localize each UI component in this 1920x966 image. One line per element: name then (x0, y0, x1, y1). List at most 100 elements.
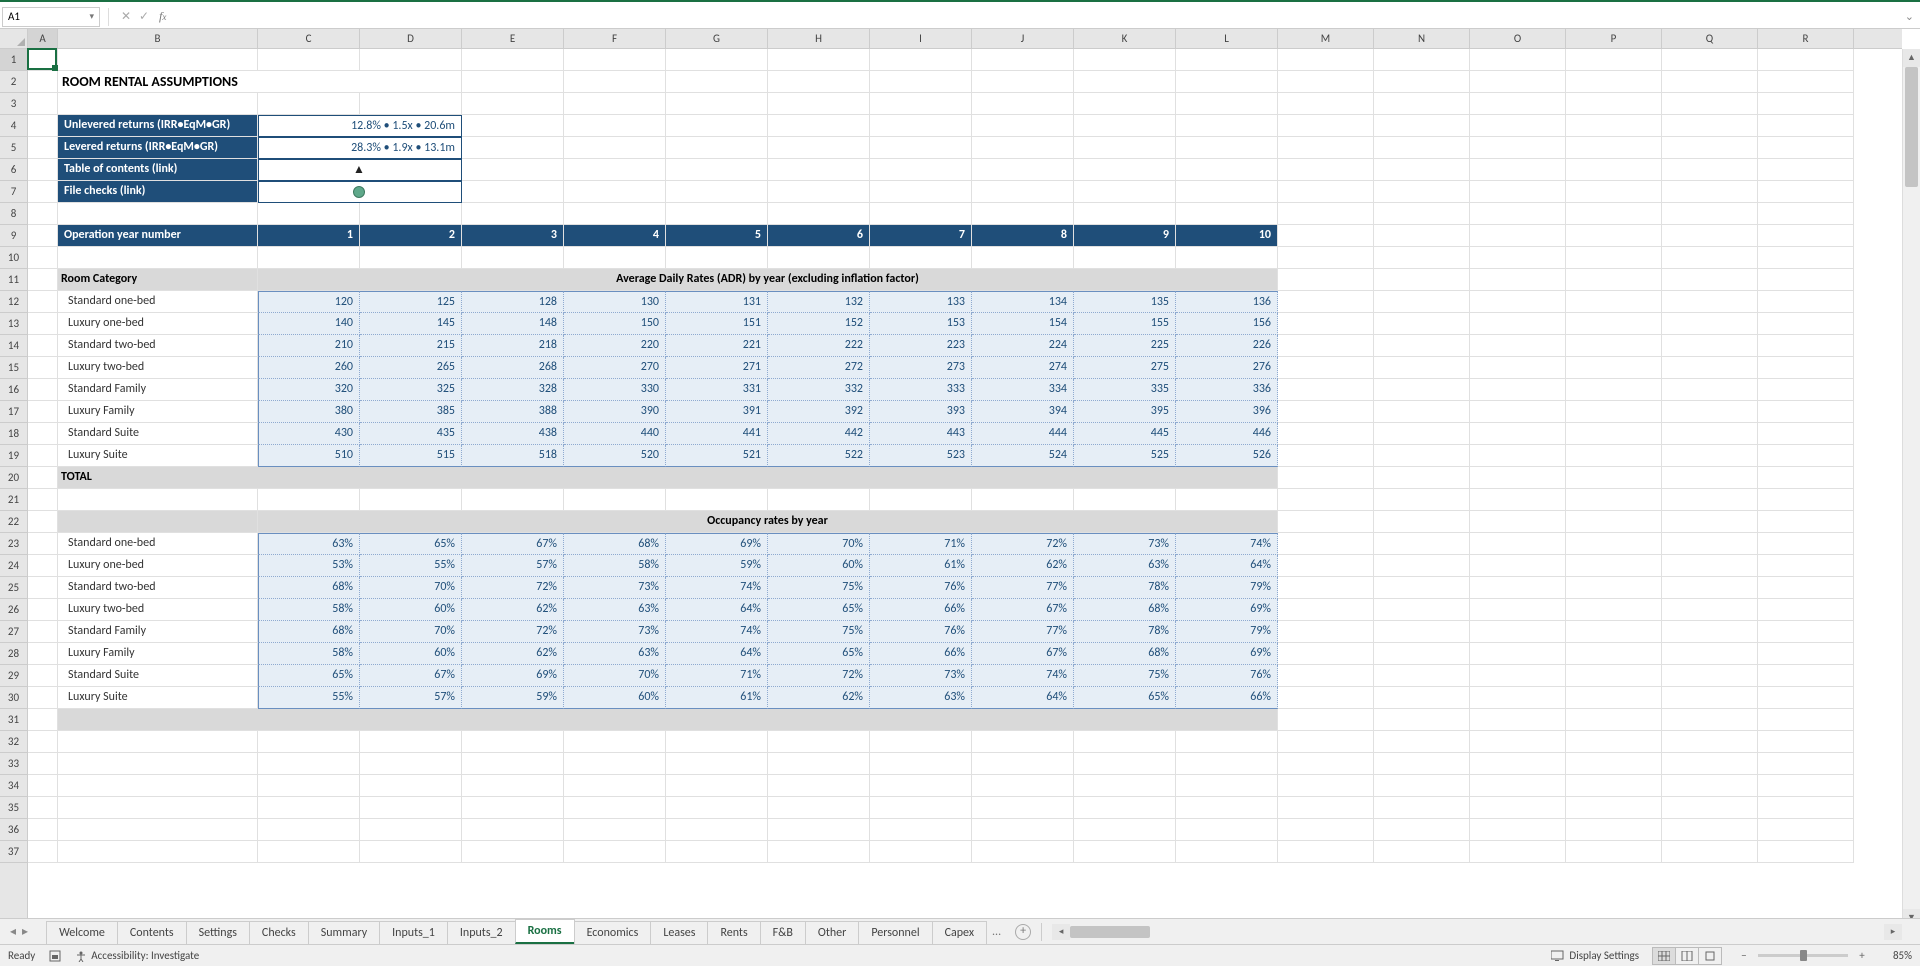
cell[interactable] (1566, 49, 1662, 71)
cell[interactable] (258, 49, 360, 71)
cell[interactable] (1758, 93, 1854, 115)
cell[interactable] (1566, 731, 1662, 753)
cell[interactable] (1278, 159, 1374, 181)
occupancy-value[interactable]: 68% (1074, 599, 1176, 621)
adr-value[interactable]: 385 (360, 401, 462, 423)
adr-value[interactable]: 525 (1074, 445, 1176, 467)
occupancy-value[interactable]: 74% (666, 577, 768, 599)
year-header-number[interactable]: 10 (1176, 225, 1278, 247)
cell[interactable] (58, 775, 258, 797)
cell[interactable] (564, 841, 666, 863)
cell[interactable] (258, 489, 360, 511)
adr-value[interactable]: 131 (666, 291, 768, 313)
cell[interactable] (1278, 599, 1374, 621)
cell[interactable] (666, 115, 768, 137)
cell[interactable] (972, 731, 1074, 753)
column-header[interactable]: K (1074, 29, 1176, 48)
cell[interactable] (1470, 269, 1566, 291)
year-header-number[interactable]: 6 (768, 225, 870, 247)
cell[interactable] (1758, 731, 1854, 753)
cell[interactable] (1374, 731, 1470, 753)
cell[interactable] (1470, 71, 1566, 93)
cell[interactable] (1566, 775, 1662, 797)
cell[interactable] (1374, 445, 1470, 467)
cell[interactable] (1566, 269, 1662, 291)
adr-value[interactable]: 332 (768, 379, 870, 401)
zoom-out-button[interactable]: − (1736, 949, 1752, 962)
adr-value[interactable]: 526 (1176, 445, 1278, 467)
cell[interactable] (28, 291, 58, 313)
cell[interactable] (1074, 49, 1176, 71)
cell[interactable] (1662, 467, 1758, 489)
cell[interactable] (1758, 181, 1854, 203)
adr-value[interactable]: 430 (258, 423, 360, 445)
column-header[interactable]: G (666, 29, 768, 48)
cell[interactable] (1374, 797, 1470, 819)
occupancy-value[interactable]: 71% (870, 533, 972, 555)
cell[interactable] (666, 49, 768, 71)
occupancy-value[interactable]: 67% (462, 533, 564, 555)
cell[interactable] (1278, 797, 1374, 819)
adr-value[interactable]: 274 (972, 357, 1074, 379)
cell[interactable] (1278, 181, 1374, 203)
cell[interactable] (28, 423, 58, 445)
room-category-label[interactable]: Standard one-bed (58, 533, 258, 555)
cell[interactable] (564, 49, 666, 71)
occupancy-value[interactable]: 70% (360, 577, 462, 599)
cell[interactable] (28, 753, 58, 775)
cell[interactable] (1662, 335, 1758, 357)
adr-value[interactable]: 120 (258, 291, 360, 313)
cell[interactable] (1566, 489, 1662, 511)
column-header[interactable]: N (1374, 29, 1470, 48)
cell[interactable] (1470, 159, 1566, 181)
occupancy-value[interactable]: 70% (360, 621, 462, 643)
occupancy-value[interactable]: 79% (1176, 577, 1278, 599)
cell[interactable] (1278, 71, 1374, 93)
cell[interactable] (1374, 511, 1470, 533)
cell[interactable] (1278, 335, 1374, 357)
cell[interactable] (1374, 599, 1470, 621)
vertical-scroll-thumb[interactable] (1905, 67, 1918, 187)
sheet-tab[interactable]: Inputs_1 (379, 921, 448, 944)
row-header[interactable]: 37 (0, 841, 27, 863)
cell[interactable] (1278, 137, 1374, 159)
cell[interactable] (462, 731, 564, 753)
occupancy-value[interactable]: 63% (564, 599, 666, 621)
cell[interactable] (28, 71, 58, 93)
cell[interactable] (1758, 225, 1854, 247)
occupancy-value[interactable]: 66% (1176, 687, 1278, 709)
cell[interactable] (1566, 247, 1662, 269)
occupancy-value[interactable]: 74% (1176, 533, 1278, 555)
cell[interactable] (1566, 687, 1662, 709)
adr-value[interactable]: 393 (870, 401, 972, 423)
cell[interactable] (1566, 819, 1662, 841)
year-header-number[interactable]: 1 (258, 225, 360, 247)
cell[interactable] (58, 819, 258, 841)
cell[interactable] (666, 247, 768, 269)
cell[interactable] (1374, 137, 1470, 159)
cell[interactable] (1176, 753, 1278, 775)
cell[interactable] (1176, 731, 1278, 753)
cell[interactable] (1662, 181, 1758, 203)
cell[interactable] (870, 93, 972, 115)
scroll-up-icon[interactable]: ▲ (1903, 49, 1920, 67)
cell[interactable] (1278, 93, 1374, 115)
occupancy-section-header[interactable]: Occupancy rates by year (258, 511, 1278, 533)
cell[interactable] (768, 753, 870, 775)
row-header[interactable]: 7 (0, 181, 27, 203)
cell[interactable] (58, 753, 258, 775)
cell[interactable] (1074, 247, 1176, 269)
sheet-tab[interactable]: Inputs_2 (447, 921, 516, 944)
cell[interactable] (1470, 577, 1566, 599)
cell[interactable] (1662, 841, 1758, 863)
row-header[interactable]: 27 (0, 621, 27, 643)
cell[interactable] (1662, 533, 1758, 555)
cell[interactable] (28, 159, 58, 181)
cell[interactable] (972, 775, 1074, 797)
cell[interactable] (58, 511, 258, 533)
cell[interactable] (1758, 137, 1854, 159)
cell[interactable] (1470, 423, 1566, 445)
adr-value[interactable]: 515 (360, 445, 462, 467)
cell[interactable] (972, 489, 1074, 511)
cell[interactable] (28, 115, 58, 137)
